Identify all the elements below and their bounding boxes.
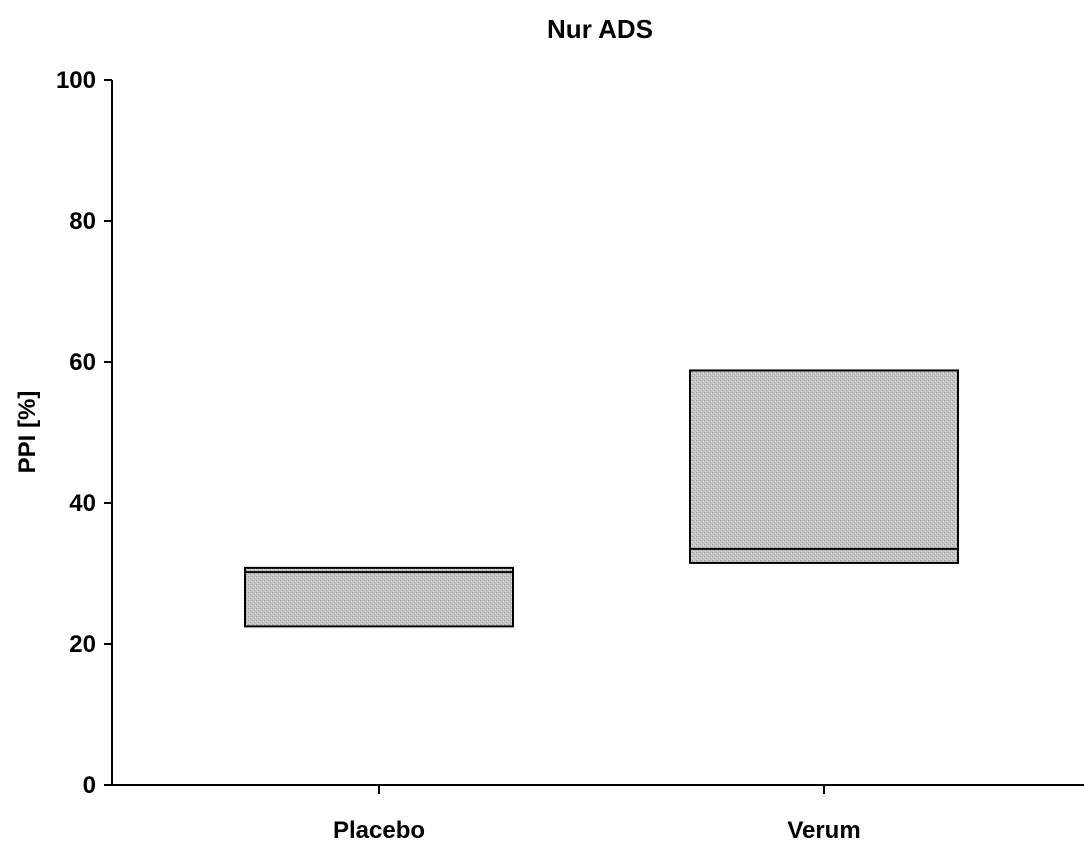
box-placebo bbox=[244, 566, 514, 628]
y-axis-label: PPI [%] bbox=[14, 391, 41, 474]
plot-area: 0 20 40 60 80 100 Placebo Verum bbox=[56, 67, 1084, 843]
y-tick-label: 20 bbox=[69, 631, 96, 658]
y-tick-label: 100 bbox=[56, 67, 96, 94]
y-tick-label: 80 bbox=[69, 208, 96, 235]
y-tick-label: 40 bbox=[69, 490, 96, 517]
box-verum bbox=[689, 369, 959, 564]
y-tick-label: 60 bbox=[69, 349, 96, 376]
chart-title: Nur ADS bbox=[547, 14, 653, 44]
y-tick-label: 0 bbox=[83, 772, 96, 799]
x-tick-label: Placebo bbox=[333, 817, 425, 843]
x-tick-label: Verum bbox=[787, 817, 860, 843]
